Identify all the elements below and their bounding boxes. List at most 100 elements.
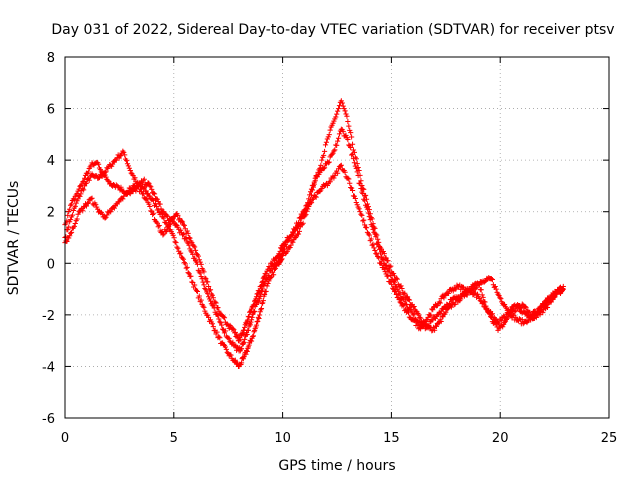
- data-point-fill: [81, 178, 87, 184]
- data-point-fill: [155, 207, 161, 213]
- data-point-fill: [251, 329, 257, 335]
- data-point-fill: [226, 335, 232, 341]
- data-point: [81, 175, 88, 181]
- data-point-fill: [271, 264, 278, 270]
- data-point-fill: [238, 360, 245, 366]
- data-point-fill: [274, 261, 280, 267]
- data-point-fill: [493, 286, 499, 292]
- data-point-fill: [370, 241, 376, 247]
- data-point-fill: [321, 166, 327, 172]
- data-point-fill: [451, 302, 457, 308]
- data-point-fill: [216, 334, 222, 340]
- data-point-fill: [311, 179, 317, 185]
- data-point-fill: [181, 222, 187, 229]
- data-point-fill: [288, 233, 294, 239]
- data-point-fill: [343, 111, 349, 117]
- data-point-fill: [431, 304, 437, 310]
- data-point-fill: [192, 282, 198, 288]
- data-point-fill: [85, 169, 91, 175]
- data-point-fill: [207, 287, 214, 293]
- data-point: [245, 317, 251, 323]
- data-point-fill: [154, 196, 160, 202]
- data-point: [140, 191, 146, 197]
- x-tick-label: 10: [274, 431, 291, 446]
- data-point-fill: [256, 315, 262, 322]
- data-point-fill: [523, 304, 529, 310]
- data-point-fill: [132, 175, 138, 181]
- data-point: [140, 185, 146, 192]
- data-point-fill: [258, 283, 265, 289]
- data-point-fill: [247, 322, 253, 328]
- data-point-fill: [69, 212, 76, 218]
- data-point-fill: [210, 295, 216, 301]
- series-trace-a: [62, 98, 566, 370]
- data-point: [75, 211, 81, 217]
- data-point-fill: [265, 280, 271, 287]
- data-point-fill: [214, 329, 220, 335]
- data-point-fill: [335, 105, 342, 112]
- data-point-fill: [349, 151, 356, 157]
- data-point-fill: [242, 336, 248, 343]
- data-point-fill: [373, 234, 379, 240]
- y-tick-label: 0: [47, 257, 55, 272]
- data-point-fill: [264, 283, 270, 289]
- data-point-fill: [381, 251, 387, 257]
- data-point: [488, 276, 495, 282]
- data-point-fill: [146, 180, 152, 186]
- data-point-fill: [350, 147, 357, 153]
- data-point-fill: [67, 233, 73, 239]
- data-point-fill: [85, 200, 91, 206]
- data-point-fill: [203, 275, 209, 282]
- data-point-fill: [527, 309, 533, 315]
- data-point-fill: [243, 351, 249, 357]
- data-point-fill: [195, 253, 201, 259]
- data-point-fill: [393, 284, 399, 290]
- data-point-fill: [464, 292, 470, 298]
- data-point-fill: [385, 273, 391, 279]
- data-point: [192, 247, 199, 253]
- data-point-fill: [292, 227, 298, 233]
- data-point-fill: [376, 246, 383, 253]
- data-point-fill: [335, 170, 341, 176]
- data-point-fill: [284, 248, 290, 255]
- data-point-fill: [221, 315, 228, 321]
- data-point-fill: [125, 163, 132, 169]
- data-point-fill: [373, 250, 379, 257]
- data-point: [488, 312, 495, 318]
- data-point-fill: [349, 134, 355, 140]
- data-point-fill: [196, 257, 202, 263]
- data-point-fill: [202, 275, 208, 281]
- data-point: [173, 222, 179, 228]
- data-point-fill: [380, 257, 386, 263]
- data-point-fill: [177, 251, 183, 257]
- data-point-fill: [428, 312, 434, 318]
- data-point-fill: [550, 295, 556, 301]
- data-point-fill: [529, 313, 536, 319]
- data-point-fill: [327, 179, 333, 185]
- x-tick-label: 25: [601, 431, 618, 446]
- data-point-fill: [180, 222, 187, 228]
- data-point-fill: [305, 206, 311, 212]
- data-point-fill: [232, 329, 238, 335]
- data-point-fill: [331, 175, 337, 181]
- data-points: [62, 98, 566, 370]
- data-point-fill: [102, 215, 108, 221]
- data-point-fill: [113, 157, 119, 163]
- data-point-fill: [289, 232, 295, 238]
- data-point-fill: [244, 331, 250, 338]
- data-point-fill: [374, 240, 380, 246]
- data-point-fill: [326, 132, 332, 138]
- data-point-fill: [498, 296, 504, 302]
- data-point-fill: [128, 186, 134, 193]
- data-point-fill: [120, 196, 126, 202]
- data-point-fill: [224, 349, 230, 356]
- data-point-fill: [278, 245, 284, 251]
- data-point-fill: [217, 335, 223, 341]
- data-point-fill: [480, 300, 486, 306]
- data-point: [358, 211, 364, 217]
- data-point-fill: [288, 242, 294, 248]
- data-point: [160, 214, 166, 220]
- data-point-fill: [260, 298, 266, 304]
- data-point-fill: [118, 184, 124, 190]
